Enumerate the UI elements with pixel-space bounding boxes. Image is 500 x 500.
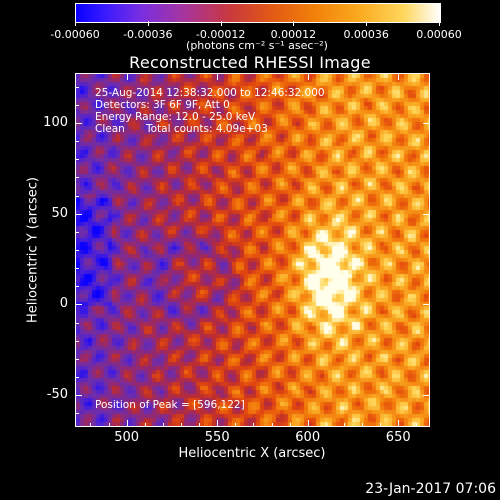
colorbar-tick — [439, 21, 440, 26]
x-minor-tick — [235, 423, 237, 426]
y-tick — [76, 122, 82, 124]
y-tick — [76, 395, 82, 397]
y-tick — [76, 304, 82, 306]
annotation-peak: Position of Peak = [596,122] — [95, 399, 245, 411]
y-tick-label: 100 — [43, 114, 68, 130]
annotation-detectors: Detectors: 3F 6F 9F, Att 0 — [95, 99, 230, 111]
colorbar-tick-label: 0.00036 — [343, 28, 389, 41]
x-minor-tick — [271, 423, 273, 426]
x-minor-tick — [325, 423, 327, 426]
x-tick — [126, 74, 128, 80]
y-minor-tick — [76, 322, 79, 324]
colorbar-tick-label: -0.00036 — [123, 28, 173, 41]
heatmap-image — [76, 74, 429, 426]
colorbar-tick-label: -0.00060 — [50, 28, 100, 41]
y-minor-tick — [76, 231, 79, 233]
y-tick — [423, 304, 429, 306]
plot-area: 25-Aug-2014 12:38:32.000 to 12:46:32.000… — [75, 73, 430, 427]
colorbar-tick — [366, 21, 368, 26]
y-tick — [76, 213, 82, 215]
y-tick-label: -50 — [46, 387, 68, 403]
y-minor-tick — [76, 250, 79, 251]
x-tick — [217, 74, 219, 80]
x-minor-tick — [343, 423, 345, 426]
x-minor-tick — [144, 423, 146, 426]
y-minor-tick — [76, 195, 79, 197]
y-minor-tick — [76, 268, 79, 270]
x-tick — [398, 74, 400, 80]
x-tick — [217, 420, 219, 426]
annotation-method: Clean — [95, 123, 125, 135]
y-minor-tick — [76, 159, 79, 161]
x-minor-tick — [416, 423, 418, 426]
colorbar-tick-label: 0.00012 — [270, 28, 317, 41]
annotation-energy: Energy Range: 12.0 - 25.0 keV — [95, 111, 256, 123]
x-tick — [307, 74, 309, 80]
y-minor-tick — [76, 86, 79, 88]
colorbar-tick — [75, 21, 76, 26]
colorbar-tick-label: 0.00060 — [416, 28, 462, 41]
colorbar-tick-label: -0.00012 — [195, 28, 246, 41]
x-tick — [126, 420, 128, 426]
x-minor-tick — [199, 423, 201, 426]
y-axis-title: Heliocentric Y (arcsec) — [25, 177, 41, 323]
annotation-counts: Total counts: 4.09e+03 — [146, 123, 268, 135]
y-tick — [423, 213, 429, 215]
colorbar — [75, 3, 441, 23]
colorbar-tick — [293, 21, 295, 26]
x-minor-tick — [362, 423, 364, 426]
y-tick-label: 0 — [59, 296, 68, 312]
y-minor-tick — [76, 377, 79, 378]
x-tick-label: 550 — [204, 430, 230, 445]
y-minor-tick — [76, 340, 79, 342]
colorbar-units: (photons cm⁻² s⁻¹ asec⁻²) — [186, 39, 328, 52]
y-minor-tick — [76, 358, 79, 360]
y-minor-tick — [76, 141, 79, 143]
y-tick — [423, 395, 429, 397]
y-minor-tick — [76, 413, 79, 415]
x-tick-label: 500 — [114, 430, 140, 445]
x-tick-label: 650 — [385, 430, 411, 445]
colorbar-tick — [220, 21, 222, 26]
x-minor-tick — [253, 423, 255, 426]
y-tick-label: 50 — [51, 205, 68, 221]
x-minor-tick — [108, 423, 110, 426]
x-minor-tick — [180, 423, 182, 426]
chart-title: Reconstructed RHESSI Image — [129, 53, 371, 72]
y-tick — [423, 122, 429, 124]
timestamp: 23-Jan-2017 07:06 — [365, 481, 496, 497]
y-minor-tick — [76, 286, 79, 288]
x-tick-label: 600 — [295, 430, 321, 445]
y-minor-tick — [76, 104, 79, 106]
x-minor-tick — [380, 423, 382, 426]
x-tick — [307, 420, 309, 426]
x-minor-tick — [90, 423, 92, 426]
y-minor-tick — [76, 177, 79, 179]
colorbar-tick — [147, 21, 149, 26]
x-minor-tick — [162, 423, 164, 426]
x-tick — [398, 420, 400, 426]
annotation-time-range: 25-Aug-2014 12:38:32.000 to 12:46:32.000 — [95, 87, 325, 99]
x-axis-title: Heliocentric X (arcsec) — [178, 446, 326, 461]
x-minor-tick — [289, 423, 291, 426]
